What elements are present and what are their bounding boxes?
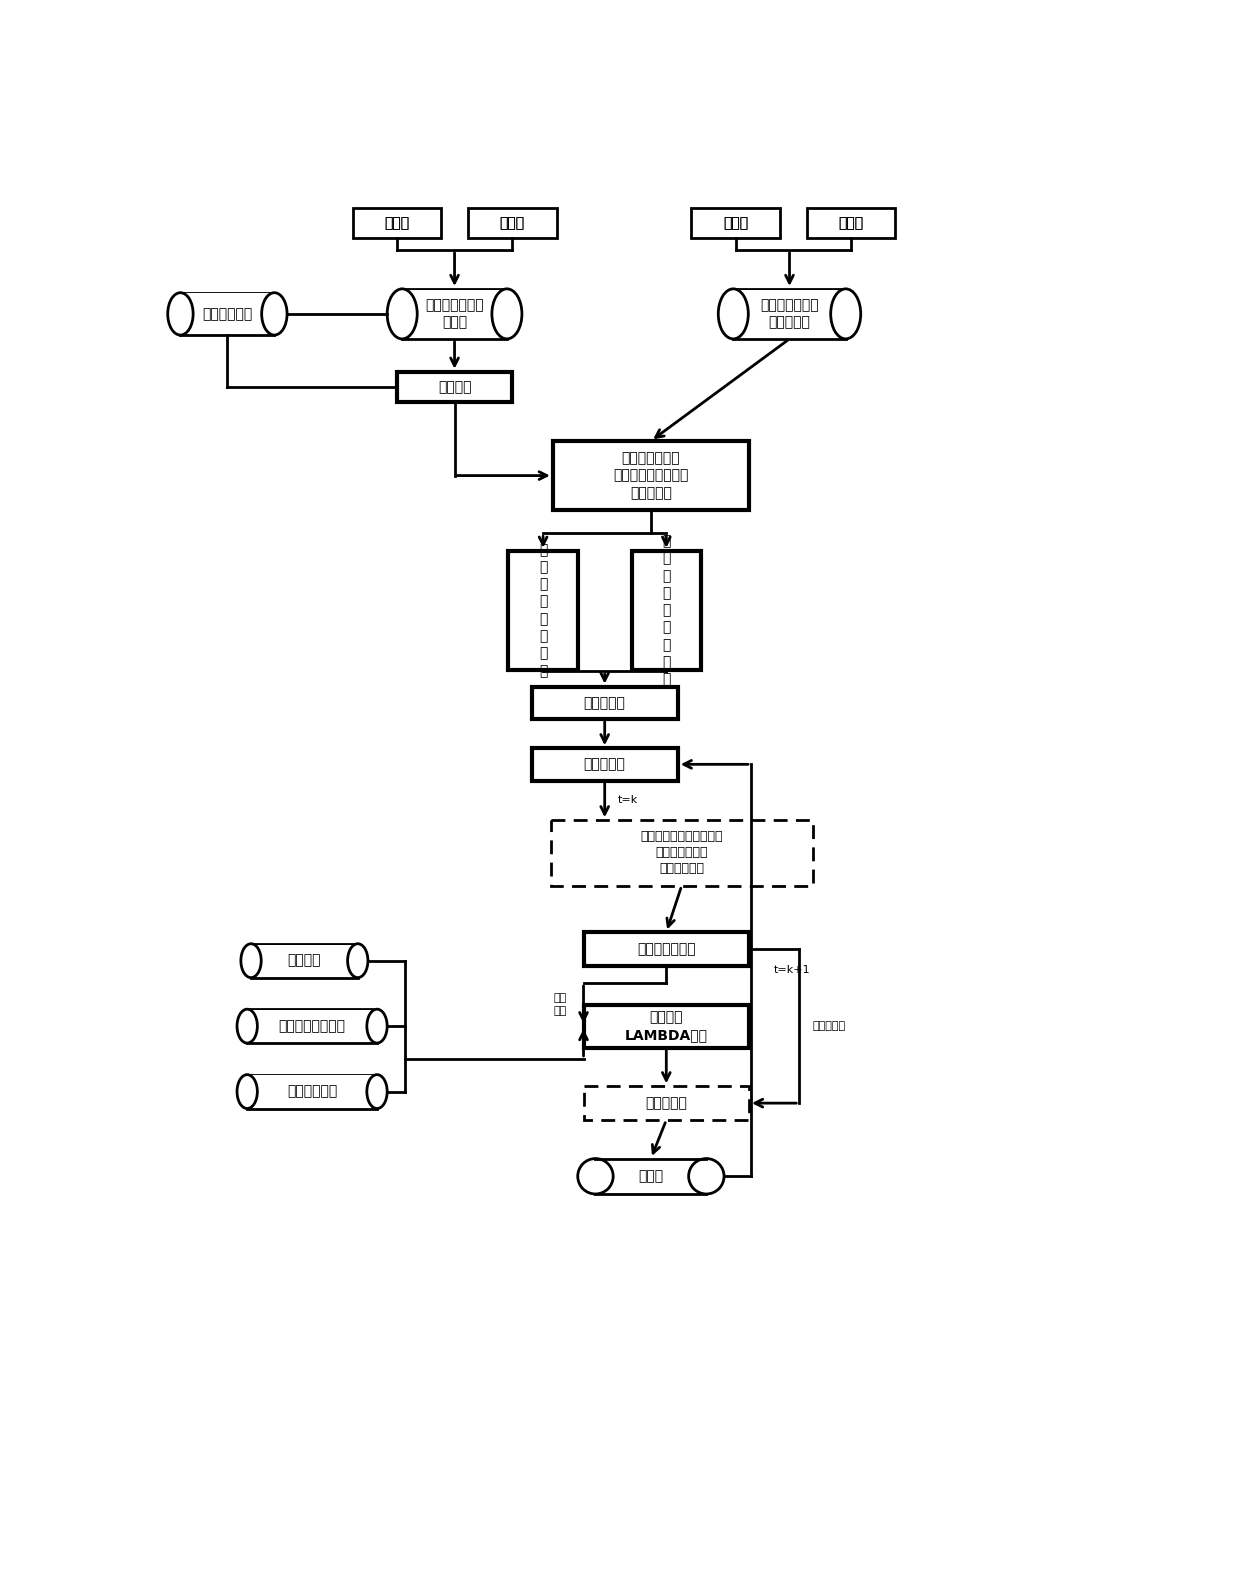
Text: 北斗广播星历: 北斗广播星历 [202,307,253,321]
Ellipse shape [367,1009,387,1042]
Text: 发生
周跳: 发生 周跳 [553,993,567,1015]
Bar [352,208,441,238]
Bar [692,208,780,238]
Text: 监测站: 监测站 [500,216,525,230]
Ellipse shape [367,1074,387,1109]
Bar [595,1158,707,1193]
Ellipse shape [831,289,861,338]
Bar [584,1087,749,1120]
Bar [733,289,846,338]
Bar [508,551,578,671]
Text: 最优解: 最优解 [639,1170,663,1184]
Ellipse shape [688,1158,724,1193]
Bar [247,1009,377,1042]
Bar [238,1011,386,1042]
Text: 周跳探测、修复
卫星高度截止角设置
双差观测量: 周跳探测、修复 卫星高度截止角设置 双差观测量 [614,451,688,501]
Text: 系
统
动
态
模
型
构
建: 系 统 动 态 模 型 构 建 [539,543,547,679]
Text: t=k: t=k [618,796,637,806]
Bar [181,292,274,335]
Ellipse shape [387,289,417,338]
Bar [250,944,358,977]
Bar [584,933,749,966]
Bar [532,686,678,718]
Ellipse shape [262,292,288,335]
Text: 改进部分
LAMBDA方法: 改进部分 LAMBDA方法 [625,1011,708,1042]
Bar [584,1004,749,1047]
Bar [247,1074,377,1109]
Text: 监测站: 监测站 [500,216,525,230]
Ellipse shape [347,944,368,977]
Bar [719,289,859,338]
Bar [807,208,895,238]
Text: 卡尔曼滤波: 卡尔曼滤波 [584,758,626,771]
Ellipse shape [578,1158,613,1193]
Text: 单点定位: 单点定位 [438,380,471,394]
Text: 变形特征约束: 变形特征约束 [286,1085,337,1098]
Bar [579,1160,723,1193]
Bar [402,289,507,338]
Bar [467,208,557,238]
Text: 周跳逐历元探测: 周跳逐历元探测 [637,942,696,957]
Ellipse shape [241,944,262,977]
Text: 监测站: 监测站 [838,216,864,230]
Bar [532,748,678,780]
Text: 北斗单频伪距离
测数据: 北斗单频伪距离 测数据 [425,299,484,329]
Bar [388,289,521,338]
Text: 北斗单频载波相
位观测数据: 北斗单频载波相 位观测数据 [760,299,818,329]
Bar [397,372,512,402]
Text: 未发生周跳: 未发生周跳 [813,1022,846,1031]
Text: 最大基线长度约束: 最大基线长度约束 [279,1019,346,1033]
Ellipse shape [492,289,522,338]
Ellipse shape [718,289,748,338]
Bar [170,294,285,334]
Bar [631,551,701,671]
Text: 监测站: 监测站 [838,216,864,230]
Text: 模型初始化: 模型初始化 [584,696,626,710]
Text: 函
数
和
随
机
模
型
构
建: 函 数 和 随 机 模 型 构 建 [662,534,671,686]
Text: t=k+1: t=k+1 [774,965,811,976]
Bar [238,1076,386,1108]
Text: 基准站: 基准站 [384,216,409,230]
Bar [242,944,366,977]
Text: 基准站: 基准站 [723,216,748,230]
Text: 数值模拟: 数值模拟 [288,953,321,968]
Ellipse shape [237,1009,258,1042]
Text: 基准站: 基准站 [723,216,748,230]
Bar [551,820,812,885]
Bar [553,440,749,510]
Ellipse shape [237,1074,258,1109]
Ellipse shape [167,292,193,335]
Text: 基准站: 基准站 [384,216,409,230]
Text: 模糊度固定: 模糊度固定 [645,1096,687,1111]
Text: 双差观测值协方差阵更新
双差模糊度更新
状态向量更新: 双差观测值协方差阵更新 双差模糊度更新 状态向量更新 [640,831,723,876]
